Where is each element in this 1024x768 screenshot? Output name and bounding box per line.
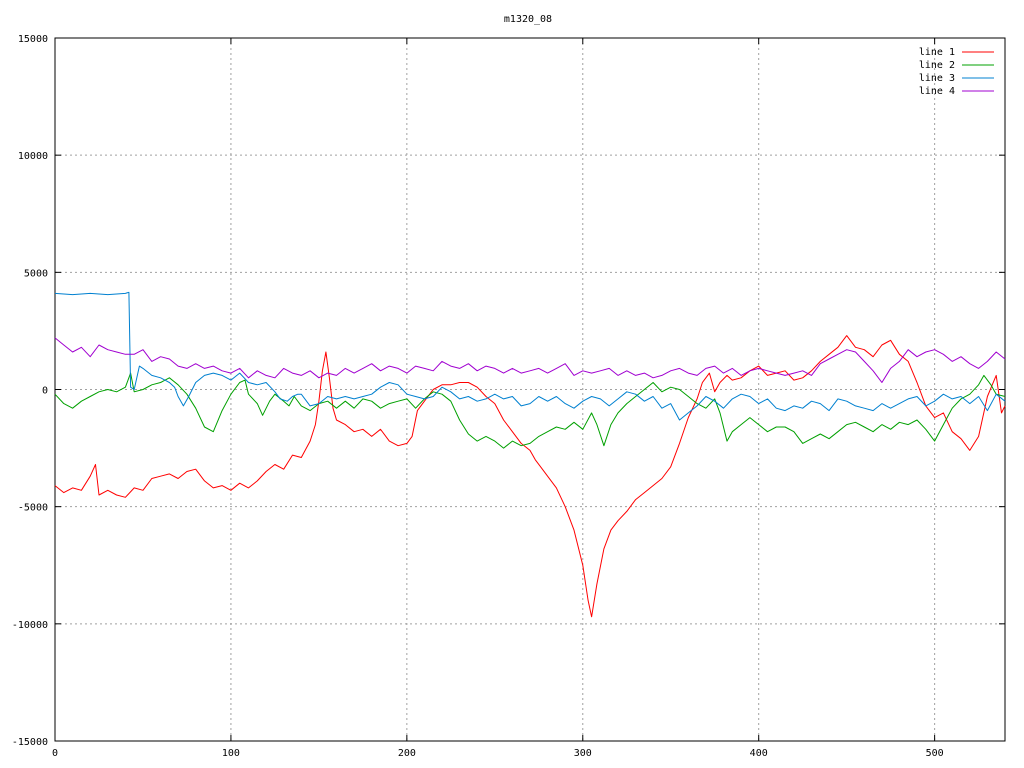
series-line-3 <box>54 291 1006 421</box>
series-line-2 <box>54 372 1006 449</box>
y-tick-label: 0 <box>42 386 48 397</box>
x-tick-label: 100 <box>222 748 240 759</box>
legend-label-4: line 4 <box>919 86 955 97</box>
chart-title: m1320_08 <box>504 14 552 25</box>
y-tick-label: -10000 <box>12 620 48 631</box>
y-tick-label: -5000 <box>18 503 48 514</box>
y-tick-label: 10000 <box>18 151 48 162</box>
y-tick-label: 15000 <box>18 34 48 45</box>
series-line-4 <box>54 337 1006 383</box>
series-group <box>54 291 1006 618</box>
y-tick-label: 5000 <box>24 268 48 279</box>
grid-lines <box>55 38 1005 741</box>
legend-label-1: line 1 <box>919 47 955 58</box>
legend-label-2: line 2 <box>919 60 955 71</box>
legend-label-3: line 3 <box>919 73 955 84</box>
x-tick-label: 0 <box>52 748 58 759</box>
x-tick-label: 500 <box>926 748 944 759</box>
y-tick-label: -15000 <box>12 737 48 748</box>
series-line-1 <box>54 335 1006 618</box>
axes: 0 100 200 300 400 500 -15000 -10000 -5000 0 5000 10… <box>12 34 1006 759</box>
x-tick-label: 300 <box>574 748 592 759</box>
x-tick-label: 400 <box>750 748 768 759</box>
x-tick-label: 200 <box>398 748 416 759</box>
legend: line 1 line 2 line 3 line 4 <box>919 47 994 97</box>
